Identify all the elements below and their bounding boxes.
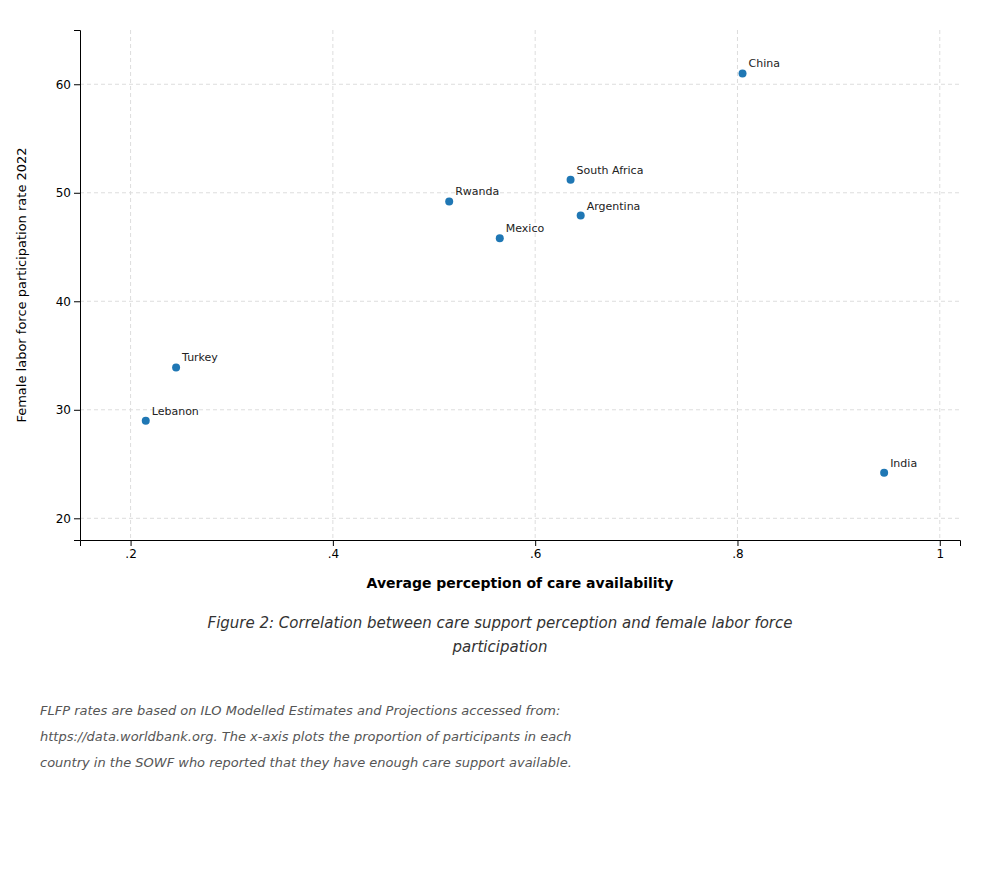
- grid-line-y: [80, 84, 960, 85]
- y-tick-label: 60: [56, 78, 71, 92]
- point: [577, 212, 585, 220]
- chart: .2 .4 .6 .8 1 20 30 40 50 60 China South Africa Rwan…: [0, 0, 1000, 883]
- grid: [80, 30, 960, 540]
- y-tick-label: 40: [56, 295, 71, 309]
- x-tick-mark: [131, 540, 132, 546]
- point: [880, 469, 888, 477]
- x-axis: .2 .4 .6 .8 1: [81, 540, 961, 561]
- y-tick: 30: [56, 403, 80, 417]
- y-tick: 40: [56, 295, 80, 309]
- y-tick-label: 20: [56, 512, 71, 526]
- x-tick-label: .2: [125, 547, 136, 561]
- x-tick: .6: [530, 540, 541, 561]
- point: [739, 69, 747, 77]
- x-axis-title: Average perception of care availability: [367, 575, 674, 591]
- y-tick: 20: [56, 512, 80, 526]
- footnote: FLFP rates are based on ILO Modelled Est…: [40, 703, 572, 770]
- y-tick-mark: [74, 84, 80, 85]
- point-label: Rwanda: [455, 185, 499, 198]
- grid-line-x: [332, 30, 333, 540]
- y-tick-mark: [74, 193, 80, 194]
- x-tick-label: .4: [328, 547, 339, 561]
- y-axis: 20 30 40 50 60: [56, 31, 81, 541]
- grid-line-x: [130, 30, 131, 540]
- plot-area: .2 .4 .6 .8 1 20 30 40 50 60 China South Africa Rwan…: [56, 30, 961, 561]
- y-tick: 50: [56, 186, 80, 200]
- points: [142, 69, 888, 476]
- x-tick-label: 1: [936, 547, 944, 561]
- title-line: Figure 2: Correlation between care suppo…: [208, 614, 793, 632]
- y-tick-mark: [74, 518, 80, 519]
- point: [445, 197, 453, 205]
- point-label: South Africa: [577, 164, 644, 177]
- y-tick-label: 50: [56, 186, 71, 200]
- point-label: Mexico: [506, 222, 545, 235]
- x-axis-line: [81, 541, 961, 547]
- x-tick-label: .6: [530, 547, 541, 561]
- x-tick: 1: [936, 540, 944, 561]
- x-tick: .2: [125, 540, 136, 561]
- grid-line-x: [939, 30, 940, 540]
- point: [172, 363, 180, 371]
- title-line: participation: [452, 638, 548, 656]
- point-label: Lebanon: [152, 405, 199, 418]
- grid-line-y: [80, 409, 960, 410]
- footnote-line: FLFP rates are based on ILO Modelled Est…: [40, 703, 560, 718]
- x-tick-mark: [940, 540, 941, 546]
- point-label: India: [890, 457, 917, 470]
- y-tick-mark: [74, 410, 80, 411]
- y-tick-label: 30: [56, 403, 71, 417]
- grid-line-x: [737, 30, 738, 540]
- point: [496, 234, 504, 242]
- footnote-line: country in the SOWF who reported that th…: [40, 755, 572, 770]
- grid-line-y: [80, 518, 960, 519]
- grid-line-x: [535, 30, 536, 540]
- y-tick: 60: [56, 78, 80, 92]
- x-tick: .8: [732, 540, 743, 561]
- grid-line-y: [80, 192, 960, 193]
- x-tick-mark: [333, 540, 334, 546]
- y-tick-mark: [74, 301, 80, 302]
- point: [142, 417, 150, 425]
- x-tick-mark: [737, 540, 738, 546]
- point-label: Turkey: [181, 351, 218, 364]
- y-axis-line: [74, 31, 81, 541]
- x-tick-label: .8: [732, 547, 743, 561]
- title: Figure 2: Correlation between care suppo…: [208, 614, 793, 656]
- footnote-line: https://data.worldbank.org. The x-axis p…: [40, 729, 572, 744]
- point-labels: China South Africa Rwanda Argentina Mexico Tu…: [152, 57, 917, 469]
- x-tick: .4: [328, 540, 339, 561]
- point-label: China: [749, 57, 780, 70]
- point: [567, 176, 575, 184]
- grid-line-y: [80, 301, 960, 302]
- x-tick-mark: [535, 540, 536, 546]
- point-label: Argentina: [587, 200, 641, 213]
- y-axis-title: Female labor force participation rate 20…: [14, 147, 29, 422]
